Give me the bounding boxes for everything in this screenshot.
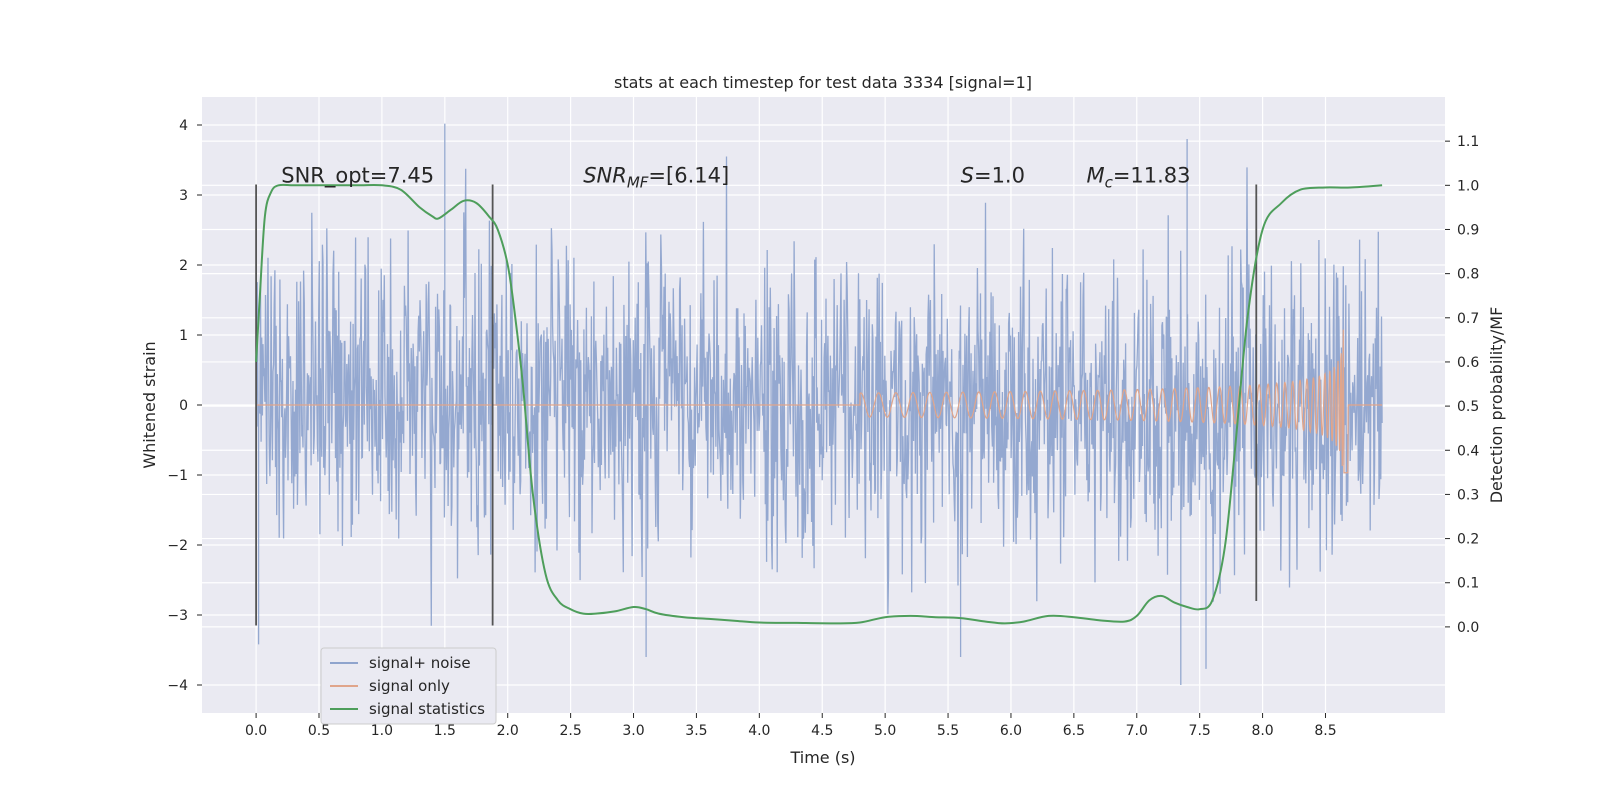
y-left-tick-label: −4: [167, 678, 188, 694]
y-right-tick-label: 1.0: [1457, 178, 1479, 194]
y-right-tick-label: 1.1: [1457, 134, 1479, 150]
x-tick-label: 6.5: [1063, 723, 1085, 739]
y-left-tick-label: 1: [179, 328, 188, 344]
x-tick-label: 6.0: [1000, 723, 1022, 739]
axis-ticks: 0.0 0.5 1.0 1.5 2.0 2.5 3.0 3.5 4.0 4.5 5.0 5.5 6.0 6…: [167, 118, 1479, 739]
series-signal-only: [256, 329, 1383, 474]
y-right-tick-label: 0.4: [1457, 443, 1479, 459]
y-right-tick-label: 0.0: [1457, 620, 1479, 636]
x-tick-label: 2.0: [497, 723, 519, 739]
x-tick-label: 7.0: [1126, 723, 1148, 739]
chart-title: stats at each timestep for test data 333…: [614, 73, 1032, 92]
annotation-snr-mf: SNRMF=[6.14]: [583, 163, 729, 191]
y-left-tick-label: 3: [179, 188, 188, 204]
y-right-tick-label: 0.7: [1457, 311, 1479, 327]
series-signal-noise: [255, 123, 1383, 685]
y-left-tick-label: 2: [179, 258, 188, 274]
x-tick-label: 5.5: [937, 723, 959, 739]
annotations: SNR_opt=7.45 SNRMF=[6.14] S=1.0 Mc=11.83: [281, 163, 1190, 191]
x-tick-label: 1.5: [434, 723, 456, 739]
signal-statistics-line: [255, 183, 1383, 625]
annotation-s-value: S=1.0: [961, 163, 1025, 187]
legend-label-signal-noise: signal+ noise: [369, 654, 471, 672]
legend-box: [320, 647, 497, 725]
x-axis-label: Time (s): [789, 748, 855, 767]
annotation-mc-value: Mc=11.83: [1086, 163, 1190, 191]
x-tick-label: 8.0: [1251, 723, 1273, 739]
y-right-tick-label: 0.8: [1457, 267, 1479, 283]
x-tick-label: 4.0: [748, 723, 770, 739]
signal-only-line: [256, 329, 1383, 474]
x-tick-label: 0.5: [308, 723, 330, 739]
annotation-snr-opt: SNR_opt=7.45: [281, 163, 434, 188]
y-right-tick-label: 0.5: [1457, 399, 1479, 415]
series-signal-statistics: [255, 183, 1383, 625]
y-left-tick-label: −3: [167, 608, 188, 624]
y-left-tick-label: −2: [167, 538, 188, 554]
y-left-tick-label: 0: [179, 398, 188, 414]
signal-noise-line: [255, 123, 1383, 685]
x-tick-label: 5.0: [874, 723, 896, 739]
x-tick-label: 3.0: [622, 723, 644, 739]
y-right-tick-label: 0.1: [1457, 576, 1479, 592]
x-tick-label: 8.5: [1314, 723, 1336, 739]
legend: signal+ noise signal only signal statist…: [320, 647, 497, 725]
y-left-tick-label: 4: [179, 118, 188, 134]
x-tick-label: 7.5: [1189, 723, 1211, 739]
x-tick-label: 4.5: [811, 723, 833, 739]
y-right-tick-label: 0.9: [1457, 222, 1479, 238]
y-right-tick-label: 0.6: [1457, 355, 1479, 371]
x-tick-label: 3.5: [685, 723, 707, 739]
y-right-tick-label: 0.3: [1457, 487, 1479, 503]
y-axis-label-right: Detection probability/MF: [1487, 307, 1506, 504]
y-axis-label-left: Whitened strain: [140, 341, 159, 468]
y-right-tick-label: 0.2: [1457, 532, 1479, 548]
legend-label-signal-statistics: signal statistics: [369, 700, 485, 718]
y-left-tick-label: −1: [167, 468, 188, 484]
x-tick-label: 0.0: [245, 723, 267, 739]
legend-label-signal-only: signal only: [369, 677, 450, 695]
x-tick-label: 2.5: [559, 723, 581, 739]
x-tick-label: 1.0: [371, 723, 393, 739]
